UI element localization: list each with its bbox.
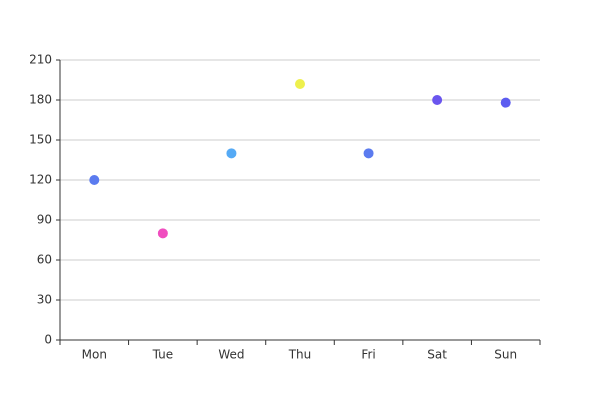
x-tick-label: Fri [361,348,375,362]
x-tick-label: Tue [152,348,174,362]
point [432,95,443,105]
x-tick-label: Sun [494,348,517,362]
point [89,175,100,185]
y-tick-label: 150 [29,133,52,147]
y-tick-label: 60 [37,253,52,267]
point [157,228,168,239]
point [363,148,374,159]
point [226,148,237,159]
x-tick-label: Thu [288,348,312,362]
x-tick-label: Sat [427,348,447,362]
point [295,79,305,89]
x-tick-label: Wed [218,348,244,362]
y-tick-label: 90 [37,213,52,227]
y-tick-label: 30 [37,293,52,307]
y-tick-label: 0 [44,333,52,347]
point [500,97,511,108]
y-tick-label: 180 [29,93,52,107]
x-tick-label: Mon [82,348,107,362]
y-tick-label: 120 [29,173,52,187]
y-tick-label: 210 [29,53,52,67]
